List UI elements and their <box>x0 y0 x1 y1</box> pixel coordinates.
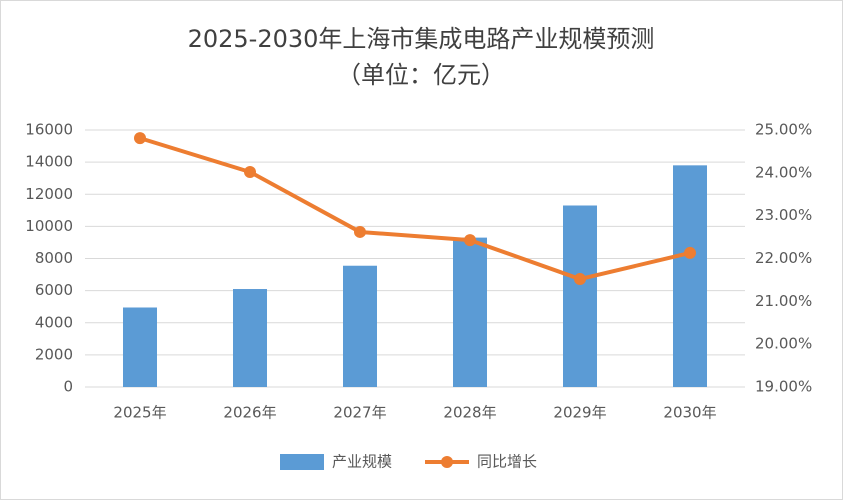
chart-title: 2025-2030年上海市集成电路产业规模预测 <box>188 25 655 53</box>
y-tick-label: 12000 <box>25 185 73 203</box>
x-tick-label: 2027年 <box>333 404 386 422</box>
chart-subtitle: （单位：亿元） <box>337 61 505 89</box>
line-marker <box>464 234 476 247</box>
y2-tick-label: 20.00% <box>755 335 812 353</box>
line-marker <box>354 225 366 238</box>
bar <box>563 205 597 387</box>
x-tick-label: 2030年 <box>663 404 716 422</box>
y-tick-label: 14000 <box>25 153 73 171</box>
bar <box>123 307 157 387</box>
y-tick-label: 8000 <box>35 249 73 267</box>
bar <box>233 289 267 387</box>
x-tick-label: 2026年 <box>223 404 276 422</box>
line-marker <box>574 273 586 286</box>
line <box>139 136 691 282</box>
legend-swatch <box>441 456 453 468</box>
bar <box>673 165 707 387</box>
line-marker <box>684 246 696 259</box>
legend-swatch <box>280 454 324 470</box>
y-tick-label: 2000 <box>35 345 73 363</box>
legend-label: 同比增长 <box>477 453 537 471</box>
y2-tick-label: 24.00% <box>755 163 812 181</box>
x-tick-label: 2028年 <box>443 404 496 422</box>
y2-tick-label: 21.00% <box>755 292 812 310</box>
line-marker <box>134 132 146 145</box>
y2-tick-label: 25.00% <box>755 121 812 139</box>
y2-tick-label: 19.00% <box>755 378 812 396</box>
bar <box>343 265 377 387</box>
x-tick-label: 2025年 <box>113 404 166 422</box>
line-marker <box>244 165 256 178</box>
y-tick-label: 16000 <box>25 121 73 139</box>
y2-tick-label: 22.00% <box>755 249 812 267</box>
y2-tick-label: 23.00% <box>755 206 812 224</box>
y-tick-label: 10000 <box>25 217 73 235</box>
y-tick-label: 6000 <box>35 281 73 299</box>
x-tick-label: 2029年 <box>553 404 606 422</box>
y-tick-label: 4000 <box>35 313 73 331</box>
legend-label: 产业规模 <box>332 453 392 471</box>
y-tick-label: 0 <box>63 378 73 396</box>
bar <box>453 237 487 387</box>
